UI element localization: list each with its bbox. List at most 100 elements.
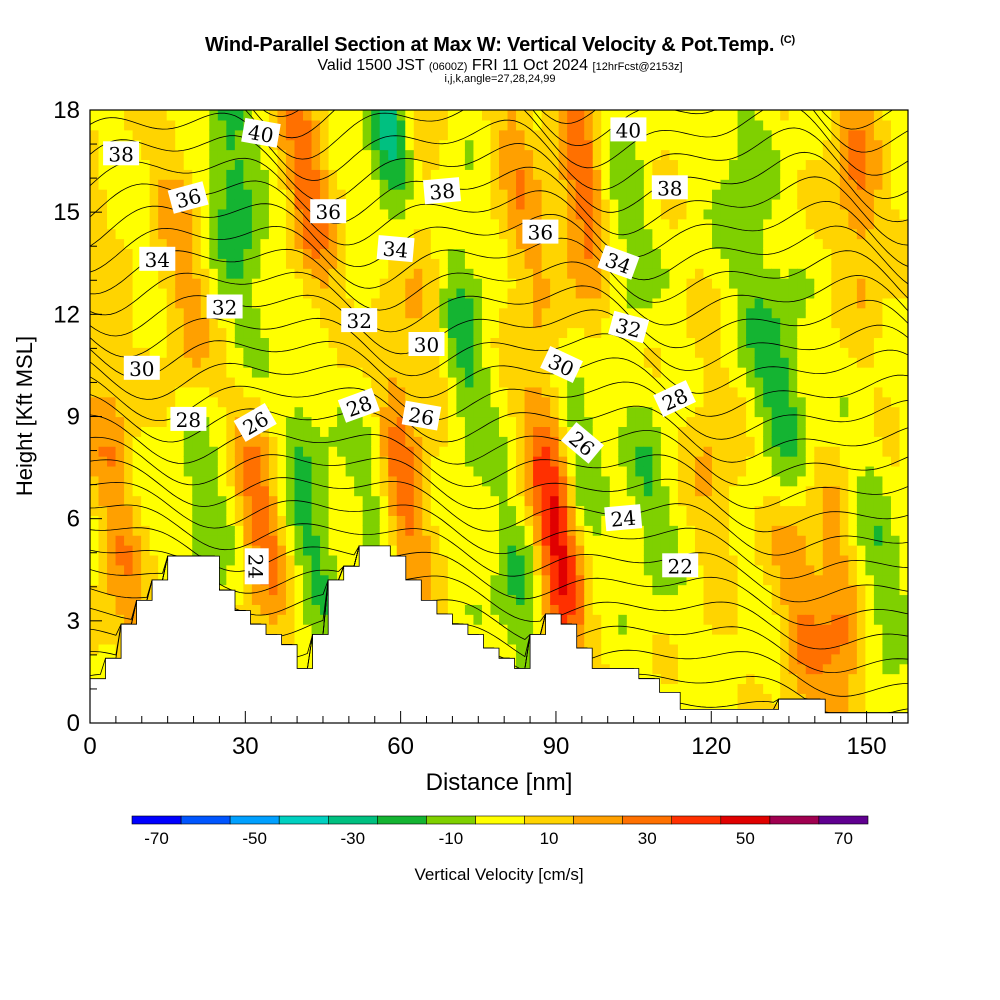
velocity-cell [303, 554, 313, 566]
velocity-cell [652, 119, 662, 131]
velocity-cell [107, 119, 117, 131]
velocity-cell [141, 584, 151, 596]
velocity-cell [763, 258, 773, 269]
velocity-cell [499, 238, 509, 250]
velocity-cell [533, 614, 543, 625]
velocity-cell [635, 189, 645, 200]
velocity-cell [209, 228, 219, 240]
velocity-cell [754, 475, 764, 487]
velocity-cell [541, 208, 551, 220]
velocity-cell [115, 258, 125, 269]
velocity-cell [490, 495, 500, 507]
velocity-cell [516, 604, 526, 615]
velocity-cell [490, 119, 500, 131]
velocity-cell [771, 604, 781, 615]
velocity-cell [712, 129, 722, 141]
velocity-cell [311, 426, 321, 437]
velocity-cell [209, 436, 219, 447]
velocity-cell [192, 535, 202, 546]
velocity-cell [592, 307, 602, 319]
velocity-cell [200, 525, 210, 536]
velocity-cell [626, 110, 636, 121]
velocity-cell [592, 426, 602, 437]
velocity-cell [183, 327, 193, 339]
velocity-cell [107, 208, 117, 220]
velocity-cell [729, 367, 739, 378]
velocity-cell [703, 268, 713, 279]
velocity-cell [362, 179, 372, 190]
velocity-cell [626, 604, 636, 615]
velocity-cell [311, 465, 321, 477]
velocity-cell [686, 436, 696, 447]
velocity-cell [396, 149, 406, 161]
velocity-cell [694, 535, 705, 546]
velocity-cell [132, 594, 142, 605]
velocity-cell [124, 406, 134, 418]
velocity-cell [175, 129, 185, 141]
velocity-cell [294, 278, 304, 289]
velocity-cell [626, 208, 636, 220]
velocity-cell [499, 357, 509, 368]
velocity-cell [277, 307, 287, 319]
velocity-cell [226, 426, 236, 437]
velocity-cell [303, 347, 313, 358]
velocity-cell [481, 446, 492, 457]
velocity-cell [115, 297, 125, 309]
velocity-cell [499, 505, 509, 516]
velocity-cell [746, 268, 756, 279]
velocity-cell [729, 465, 739, 477]
velocity-cell [618, 110, 628, 121]
velocity-cell [720, 396, 730, 408]
velocity-cell [285, 110, 296, 121]
velocity-cell [430, 485, 440, 497]
velocity-cell [98, 475, 108, 487]
velocity-cell [541, 198, 551, 210]
velocity-cell [677, 110, 688, 121]
velocity-cell [737, 119, 747, 131]
velocity-cell [703, 693, 713, 704]
velocity-cell [550, 110, 560, 121]
velocity-cell [601, 396, 611, 408]
velocity-cell [311, 287, 321, 299]
velocity-cell [362, 110, 372, 121]
velocity-cell [149, 564, 159, 576]
velocity-cell [601, 564, 611, 576]
velocity-cell [268, 376, 279, 388]
velocity-cell [507, 416, 517, 427]
velocity-cell [124, 179, 134, 190]
velocity-cell [209, 456, 219, 467]
velocity-cell [320, 228, 330, 240]
velocity-cell [703, 287, 713, 299]
velocity-cell [507, 169, 517, 180]
velocity-cell [686, 110, 696, 121]
velocity-cell [345, 515, 355, 526]
velocity-cell [763, 643, 773, 655]
velocity-cell [499, 475, 509, 487]
velocity-cell [234, 604, 244, 615]
velocity-cell [439, 426, 449, 437]
velocity-cell [192, 426, 202, 437]
velocity-cell [115, 218, 125, 230]
velocity-cell [149, 535, 159, 546]
velocity-cell [584, 485, 594, 497]
velocity-cell [660, 367, 671, 378]
velocity-cell [158, 119, 168, 131]
velocity-cell [268, 208, 279, 220]
velocity-cell [217, 337, 227, 348]
velocity-cell [737, 248, 747, 259]
velocity-cell [575, 169, 585, 180]
velocity-cell [669, 198, 679, 210]
velocity-cell [567, 495, 577, 507]
velocity-cell [703, 505, 713, 516]
velocity-cell [499, 643, 509, 655]
velocity-cell [268, 446, 279, 457]
velocity-cell [132, 535, 142, 546]
velocity-cell [720, 159, 730, 170]
velocity-cell [422, 574, 432, 586]
velocity-cell [746, 475, 756, 487]
velocity-cell [720, 317, 730, 329]
velocity-cell [618, 208, 628, 220]
velocity-cell [473, 179, 483, 190]
velocity-cell [422, 564, 432, 576]
velocity-cell [567, 456, 577, 467]
